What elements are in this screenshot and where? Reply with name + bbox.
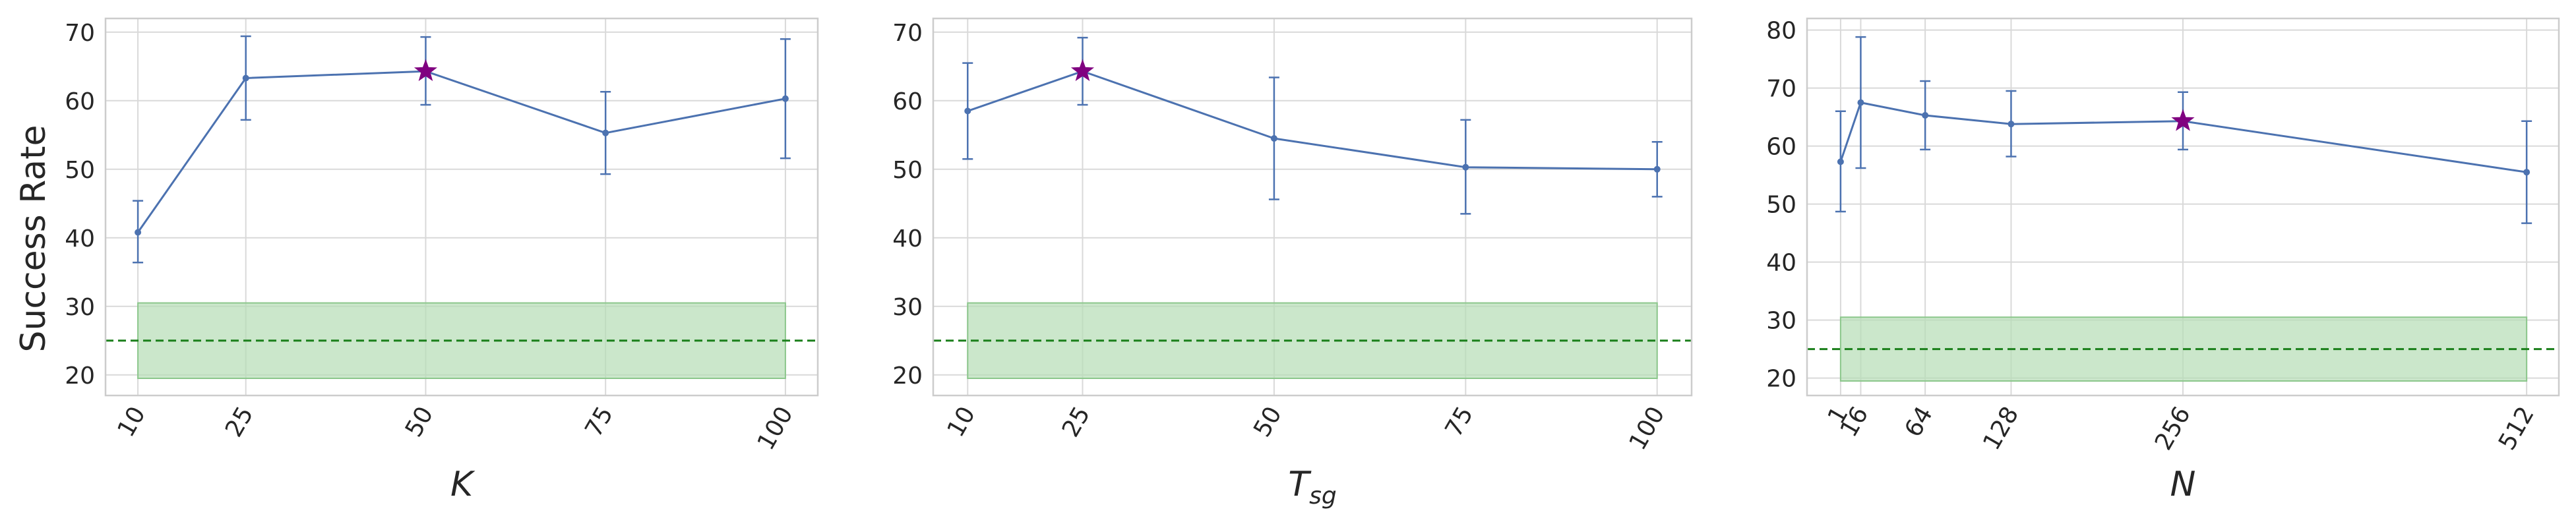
series-line [967,70,1657,171]
x-axis-label: N [2170,465,2196,504]
data-point [1837,158,1844,165]
y-tick-label: 70 [892,20,923,47]
chart-panel-2: 20 30 40 50 60 70 10 25 50 75 100 Tsg [892,17,1693,510]
x-tick-label: 50 [400,402,439,442]
data-point [2008,121,2015,128]
y-tick-label: 30 [65,294,95,321]
x-axis-label: Tsg [1288,465,1336,510]
plot-frame [932,17,1693,397]
y-tick-label: 40 [65,225,95,252]
y-tick-label: 70 [1766,76,1796,103]
y-tick-label: 60 [1766,134,1796,161]
data-point [1270,135,1277,142]
x-tick-label: 64 [1899,402,1938,442]
y-tick-label: 20 [65,363,95,390]
x-tick-label: 10 [112,402,150,442]
x-tick-label: 75 [1440,402,1479,442]
y-tick-label: 40 [1766,250,1796,277]
x-axis-label-subscript: sg [1309,482,1337,510]
y-axis-label: Success Rate [14,125,53,352]
data-point [135,229,142,236]
y-tick-label: 40 [892,225,923,252]
y-tick-label: 30 [892,294,923,321]
y-tick-label: 60 [65,88,95,115]
data-point [2523,169,2530,176]
y-tick-label: 80 [1766,18,1796,45]
data-point [1653,165,1661,173]
x-tick-label: 50 [1248,402,1287,442]
data-point [1857,99,1864,106]
y-tick-label: 50 [1766,192,1796,219]
plot-frame [104,17,819,397]
data-point [1922,111,1929,119]
x-tick-label: 100 [1624,402,1671,455]
x-tick-label: 256 [2150,402,2196,455]
x-tick-label: 10 [942,402,981,442]
best-point-star [414,59,437,81]
x-tick-label: 16 [1835,402,1874,442]
x-tick-label: 128 [1978,402,2024,455]
chart-panel-1: 20 30 40 50 60 70 10 25 50 75 100 K [65,17,819,504]
data-point [242,74,249,82]
x-tick-label: 100 [752,402,799,455]
y-tick-label: 20 [1766,366,1796,393]
plot-frame [1806,17,2560,397]
best-point-star [1070,59,1095,81]
series-line [1839,101,2527,173]
data-point [602,129,609,136]
y-tick-label: 20 [892,363,923,390]
y-tick-label: 50 [892,157,923,184]
data-point [964,107,971,115]
y-tick-label: 30 [1766,308,1796,335]
x-tick-label: 512 [2494,402,2540,455]
x-tick-label: 25 [1057,402,1095,442]
x-tick-label: 75 [580,402,619,442]
series-line [137,70,786,233]
y-tick-label: 70 [65,20,95,47]
x-tick-label: 25 [220,402,259,442]
x-axis-label: K [450,465,475,504]
best-point-star [2171,109,2195,131]
data-point [1462,163,1469,171]
y-tick-label: 60 [892,88,923,115]
data-point [782,95,789,102]
y-tick-label: 50 [65,157,95,184]
